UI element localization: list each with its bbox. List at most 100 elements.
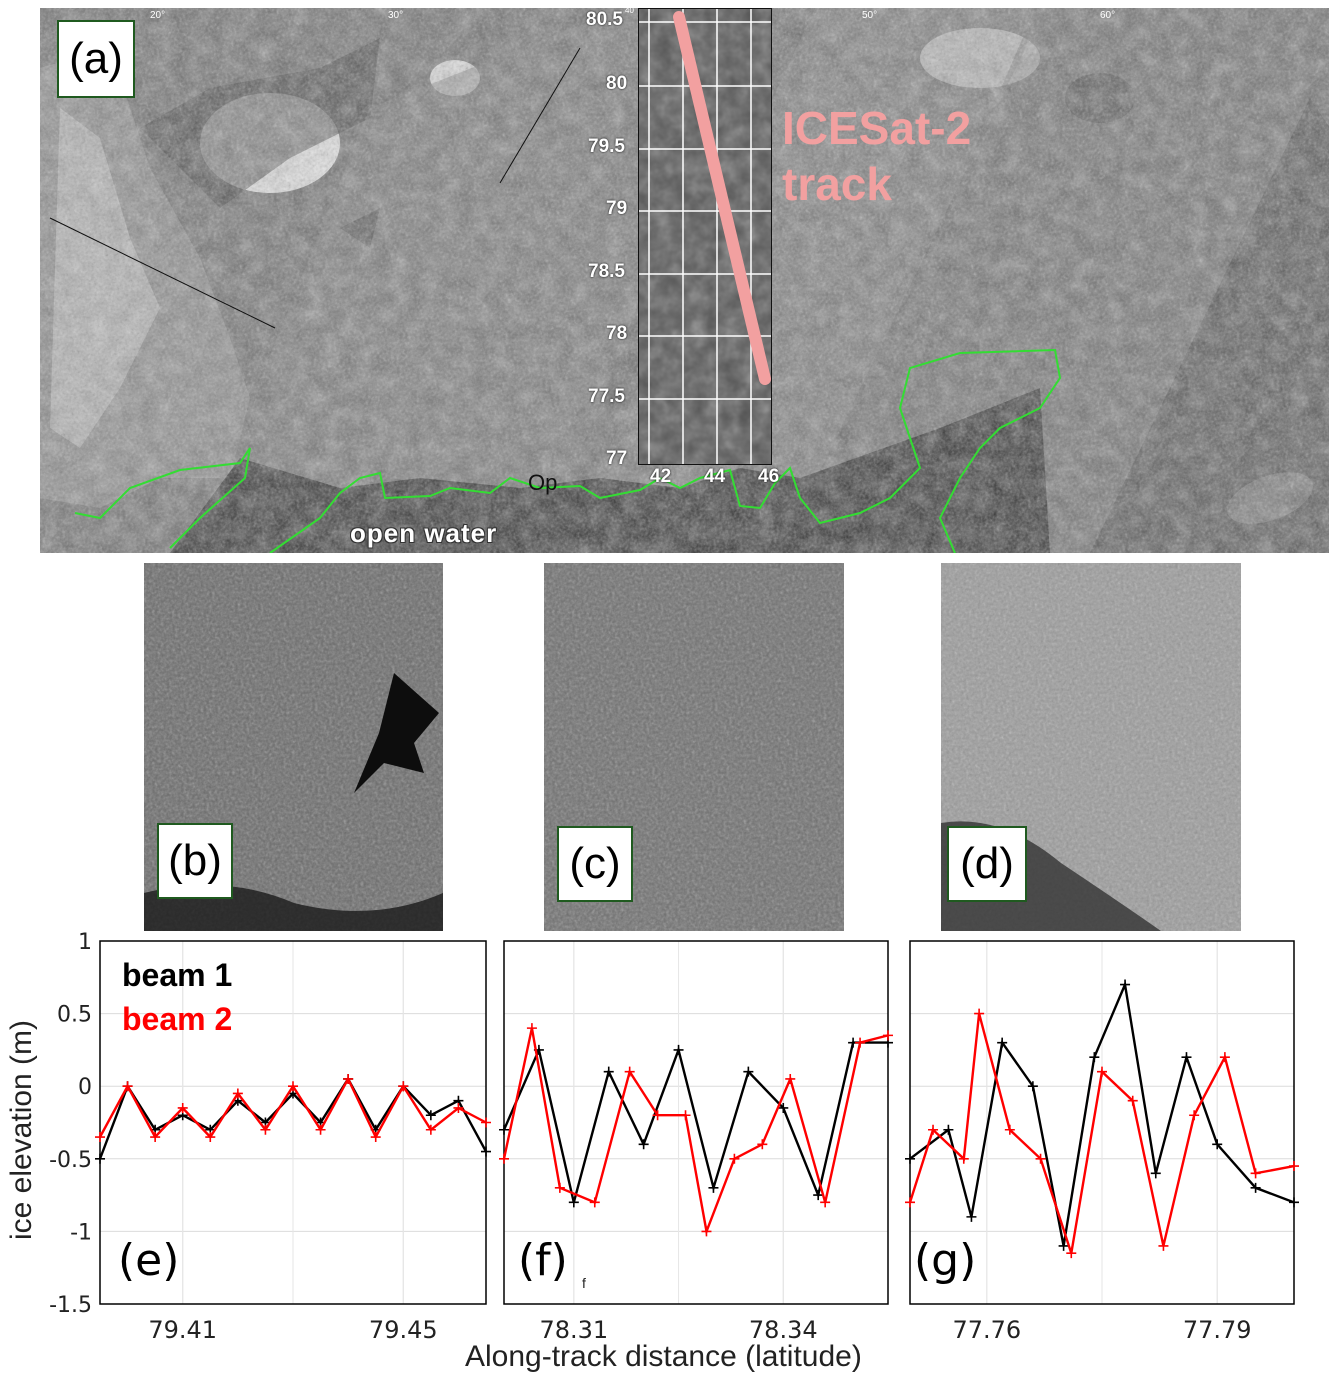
data-point-beam-2 xyxy=(1189,1110,1200,1121)
data-point-beam-2 xyxy=(288,1081,298,1092)
panel-d-label: (d) xyxy=(947,826,1027,902)
data-point-beam-1 xyxy=(778,1102,789,1113)
data-point-beam-2 xyxy=(757,1139,768,1150)
data-point-beam-2 xyxy=(1289,1161,1299,1172)
panel-b-label: (b) xyxy=(157,823,233,899)
lon-tick-30: 30° xyxy=(388,10,404,21)
panel-c-label: (c) xyxy=(557,826,633,902)
open-water-label: open water xyxy=(350,518,498,548)
panel-a-label: (a) xyxy=(57,20,135,98)
inset-lon-44: 44 xyxy=(704,466,726,487)
data-point-beam-2 xyxy=(177,1102,188,1113)
inset-lat-77-5: 77.5 xyxy=(588,386,625,407)
icesat2-track-line xyxy=(673,11,771,385)
data-point-beam-2 xyxy=(343,1073,354,1084)
data-point-beam-2 xyxy=(589,1197,600,1208)
data-point-beam-1 xyxy=(708,1182,719,1193)
data-point-beam-2 xyxy=(425,1124,436,1135)
x-tick-label: 77.79 xyxy=(1183,1316,1252,1344)
inset-lon-42: 42 xyxy=(650,466,672,487)
plot-frame-2 xyxy=(503,940,889,1305)
x-tick-label: 78.34 xyxy=(749,1316,818,1344)
data-point-beam-2 xyxy=(370,1132,381,1143)
image-panel-c xyxy=(544,563,844,931)
data-point-beam-1 xyxy=(1250,1182,1261,1193)
data-point-beam-1 xyxy=(997,1037,1008,1048)
data-point-beam-2 xyxy=(1127,1095,1138,1106)
data-point-beam-2 xyxy=(481,1117,491,1128)
inset-lat-77: 77 xyxy=(606,448,628,469)
data-point-beam-2 xyxy=(1004,1124,1015,1135)
track-label-line1: ICESat-2 xyxy=(782,102,972,154)
y-tick-label: 0.5 xyxy=(57,1003,92,1028)
data-point-beam-1 xyxy=(499,1124,509,1135)
data-point-beam-1 xyxy=(1120,979,1131,990)
data-point-beam-2 xyxy=(701,1226,712,1237)
op-label: Op xyxy=(528,470,558,495)
data-point-beam-2 xyxy=(785,1073,796,1084)
x-axis-title: Along-track distance (latitude) xyxy=(465,1340,862,1373)
data-point-beam-1 xyxy=(1150,1168,1161,1179)
data-point-beam-2 xyxy=(883,1030,893,1041)
y-tick-label: -1.5 xyxy=(49,1293,92,1318)
data-point-beam-1 xyxy=(813,1190,824,1201)
ice-edge-line xyxy=(74,348,1062,553)
data-point-beam-1 xyxy=(1027,1081,1038,1092)
data-point-beam-1 xyxy=(1289,1197,1299,1208)
image-panel-b xyxy=(144,563,443,931)
data-point-beam-1 xyxy=(638,1139,649,1150)
inset-map xyxy=(638,8,772,465)
series-line-beam-2 xyxy=(908,1013,1295,1254)
data-point-beam-1 xyxy=(743,1066,754,1077)
data-point-beam-2 xyxy=(1066,1248,1077,1259)
data-point-beam-2 xyxy=(1158,1240,1169,1251)
data-point-beam-1 xyxy=(425,1110,436,1121)
x-tick-label: 77.76 xyxy=(952,1316,1021,1344)
legend-beam-2: beam 2 xyxy=(122,1001,233,1037)
data-point-beam-2 xyxy=(232,1088,243,1099)
data-point-beam-2 xyxy=(855,1037,866,1048)
data-point-beam-2 xyxy=(958,1153,969,1164)
data-point-beam-1 xyxy=(1089,1052,1100,1063)
data-point-beam-2 xyxy=(499,1153,509,1164)
data-point-beam-2 xyxy=(1097,1066,1107,1077)
data-point-beam-2 xyxy=(150,1132,161,1143)
x-tick-label: 79.41 xyxy=(148,1316,217,1344)
track-label-line2: track xyxy=(782,158,892,210)
stray-f-mark: f xyxy=(582,1275,586,1291)
data-point-beam-2 xyxy=(260,1124,271,1135)
inset-corner-tick: 40 xyxy=(625,6,634,15)
data-point-beam-2 xyxy=(680,1110,691,1121)
legend-beam-1: beam 1 xyxy=(122,957,233,993)
elevation-plots: 79.41 79.45 (e) 78.31 78.34 (f) 77.76 77.79 (g) 1… xyxy=(49,930,1299,1344)
panel-label-e: (e) xyxy=(118,1235,179,1286)
lon-tick-60: 60° xyxy=(1100,10,1116,21)
data-point-beam-2 xyxy=(1219,1052,1230,1063)
data-point-beam-2 xyxy=(974,1008,985,1019)
data-point-beam-1 xyxy=(603,1066,614,1077)
lon-tick-50: 50° xyxy=(862,10,878,21)
data-point-beam-1 xyxy=(1058,1240,1069,1251)
inset-lat-78-5: 78.5 xyxy=(588,261,625,282)
data-point-beam-2 xyxy=(820,1197,831,1208)
data-point-beam-2 xyxy=(729,1153,740,1164)
x-tick-label: 78.31 xyxy=(539,1316,608,1344)
data-point-beam-2 xyxy=(652,1110,663,1121)
data-point-beam-2 xyxy=(1035,1153,1046,1164)
inset-lon-46: 46 xyxy=(758,466,780,487)
data-point-beam-2 xyxy=(526,1023,537,1034)
data-point-beam-2 xyxy=(453,1102,464,1113)
data-point-beam-1 xyxy=(1181,1052,1192,1063)
data-point-beam-2 xyxy=(205,1132,216,1143)
panel-label-g: (g) xyxy=(914,1235,976,1286)
data-point-beam-1 xyxy=(1212,1139,1223,1150)
data-point-beam-2 xyxy=(122,1081,133,1092)
inset-lat-79-5: 79.5 xyxy=(588,136,625,157)
inset-lat-79: 79 xyxy=(606,198,628,219)
inset-lat-80-5: 80.5 xyxy=(586,9,623,30)
icesat2-track-label: ICESat-2 track xyxy=(782,100,971,212)
data-point-beam-2 xyxy=(1250,1168,1261,1179)
data-point-beam-1 xyxy=(905,1153,915,1164)
data-point-beam-1 xyxy=(568,1197,579,1208)
data-point-beam-1 xyxy=(966,1211,977,1222)
